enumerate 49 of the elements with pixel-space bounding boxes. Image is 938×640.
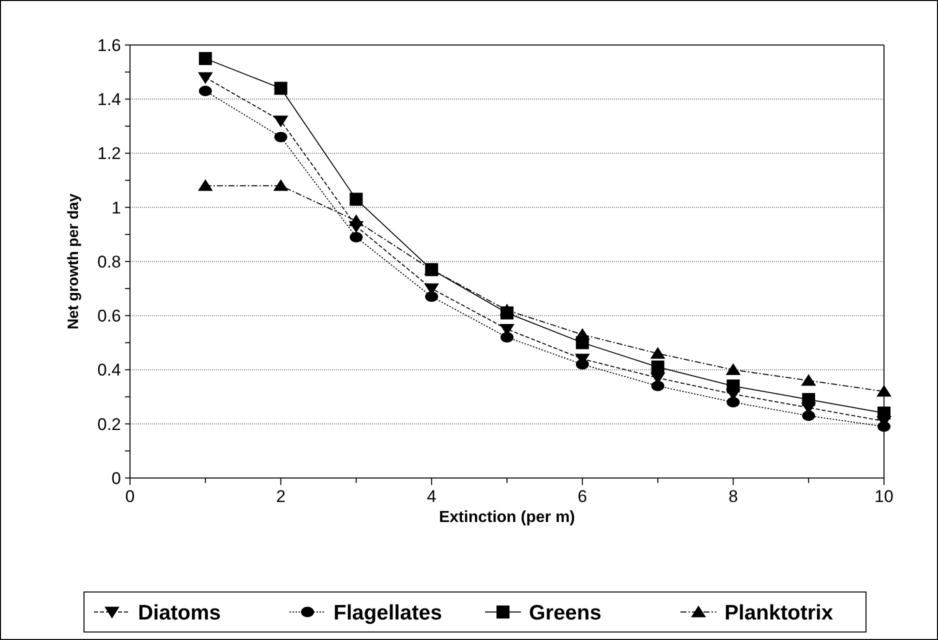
point [876,384,892,397]
x-tick-label: 2 [276,487,286,506]
point [350,192,363,206]
point [198,72,213,84]
y-tick-label: 1.4 [97,90,121,110]
point [274,132,288,142]
x-tick-label: 10 [874,487,894,506]
point [348,214,364,226]
x-tick-label: 8 [728,487,738,506]
point [273,179,288,191]
x-axis-title: Extinction (per m) [438,509,576,526]
y-tick-label: 1.2 [97,144,121,164]
y-tick-label: 0.6 [97,306,121,326]
y-axis-title: Net growth per day [65,192,82,330]
point [726,379,740,392]
point [878,421,890,432]
point [726,363,741,375]
point [802,393,816,406]
point [650,347,666,359]
x-tick-label: 6 [578,487,588,506]
point [274,82,288,95]
point [198,179,213,191]
legend-label: Diatoms [138,601,221,624]
legend-label: Planktotrix [724,601,834,624]
y-tick-label: 0.4 [97,360,121,380]
y-tick-label: 0 [112,468,121,488]
point [802,410,816,421]
point [500,332,514,342]
y-tick-label: 0.2 [97,414,121,434]
point [651,360,664,374]
x-tick-label: 0 [125,487,135,506]
point [576,359,589,370]
point [500,304,514,316]
point [726,397,740,408]
point [574,328,590,340]
x-tick-label: 4 [426,487,436,506]
point [273,116,288,128]
point [651,380,664,392]
point [801,374,816,386]
legend-label: Flagellates [334,601,442,624]
point [350,232,363,242]
legend-label: Greens [529,601,602,624]
y-tick-label: 1 [112,198,121,218]
y-tick-label: 0.8 [97,252,121,272]
point [198,52,212,66]
point [878,406,890,420]
point [198,86,212,96]
point [425,291,438,302]
y-tick-label: 1.6 [97,36,121,55]
